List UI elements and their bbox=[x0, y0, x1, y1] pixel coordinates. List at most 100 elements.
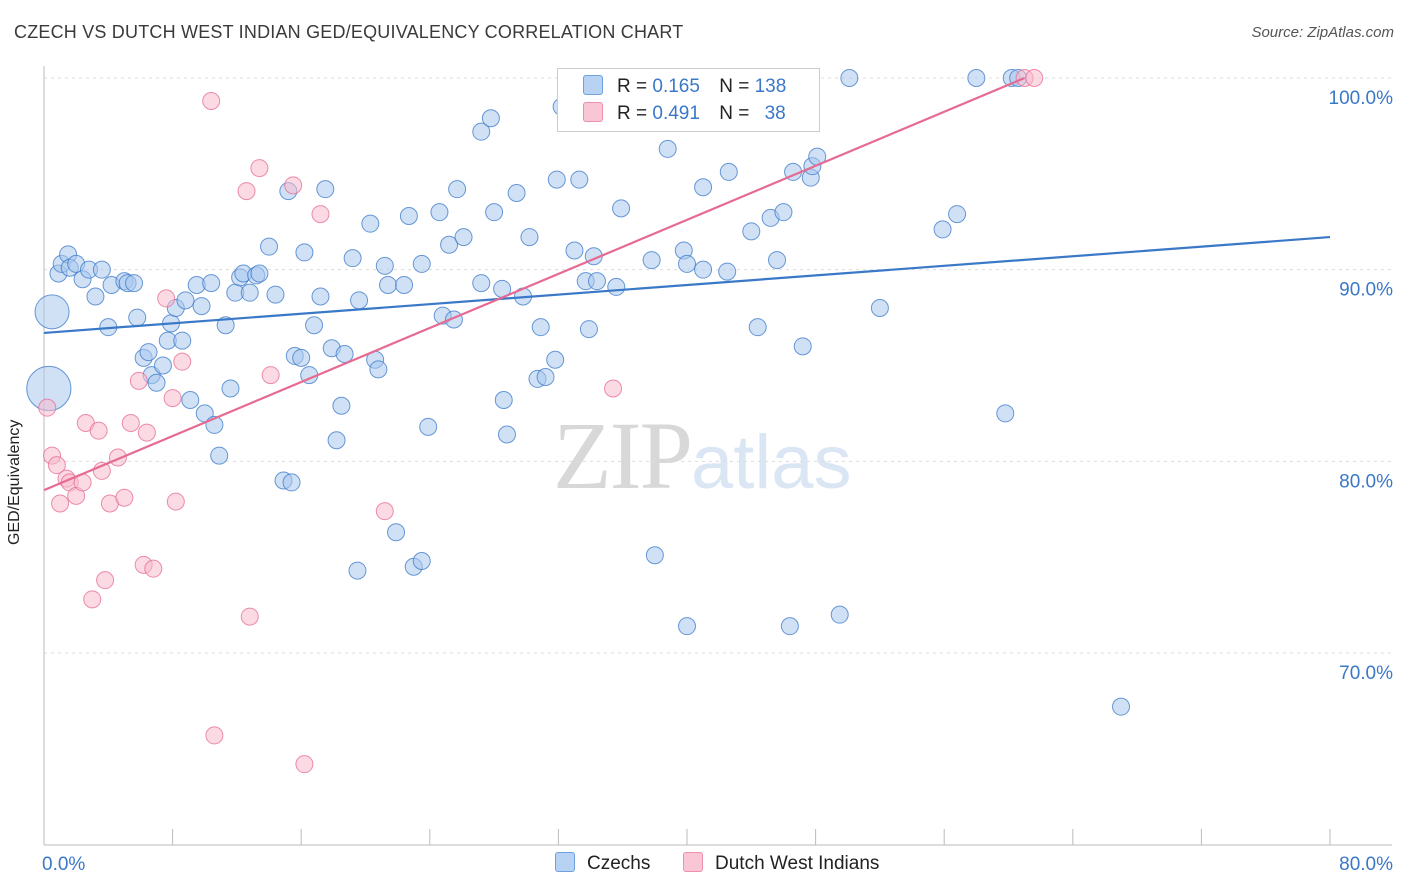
data-point bbox=[642, 251, 661, 270]
watermark-zip: ZIP bbox=[553, 402, 693, 509]
data-point bbox=[440, 235, 459, 254]
data-point bbox=[604, 379, 623, 398]
data-point bbox=[748, 318, 767, 337]
czechs-legend-swatch-icon bbox=[555, 852, 575, 872]
data-point bbox=[768, 251, 787, 270]
data-point bbox=[996, 404, 1015, 423]
data-point bbox=[96, 571, 115, 590]
data-point bbox=[115, 488, 134, 507]
data-point bbox=[412, 552, 431, 570]
data-point bbox=[350, 291, 369, 310]
data-point bbox=[221, 379, 240, 398]
data-point bbox=[387, 523, 406, 542]
data-point bbox=[295, 755, 314, 774]
n-label: N = bbox=[719, 103, 750, 124]
gridlines bbox=[44, 77, 1392, 654]
trend-line bbox=[43, 235, 1331, 335]
data-point bbox=[86, 287, 105, 306]
data-point bbox=[173, 352, 192, 371]
legend-item-dutch-west-indians[interactable]: Dutch West Indians bbox=[683, 852, 879, 876]
legend-item-czechs[interactable]: Czechs bbox=[555, 852, 650, 876]
data-point bbox=[348, 561, 367, 580]
data-point bbox=[612, 199, 631, 218]
data-point bbox=[121, 414, 140, 432]
data-point bbox=[240, 283, 259, 302]
data-point bbox=[210, 446, 229, 465]
data-point bbox=[645, 546, 664, 565]
stats-row-dutch-west-indians: R = 0.491 N = 38 bbox=[583, 102, 786, 126]
data-point bbox=[83, 590, 102, 609]
data-point bbox=[547, 170, 566, 189]
dutch-west-indians-swatch-icon bbox=[583, 102, 603, 122]
data-point bbox=[531, 318, 550, 337]
data-point bbox=[497, 425, 516, 444]
r-value: 0.491 bbox=[652, 103, 700, 124]
data-point bbox=[137, 423, 156, 442]
data-point bbox=[830, 605, 849, 624]
data-point bbox=[343, 249, 362, 268]
data-point bbox=[311, 205, 330, 224]
data-point bbox=[587, 272, 606, 291]
stats-row-czechs: R = 0.165 N = 138 bbox=[583, 75, 786, 99]
czechs-swatch-icon bbox=[583, 75, 603, 95]
data-point bbox=[718, 262, 737, 281]
y-tick-label: 90.0% bbox=[1339, 280, 1393, 301]
data-point bbox=[144, 559, 163, 578]
dutch-west-indians-legend-swatch-icon bbox=[683, 852, 703, 872]
data-point bbox=[282, 473, 301, 492]
data-point bbox=[327, 431, 346, 450]
data-point bbox=[607, 277, 626, 296]
data-point bbox=[1025, 69, 1044, 87]
data-point bbox=[454, 228, 473, 247]
data-point bbox=[260, 237, 279, 256]
y-tick-label: 70.0% bbox=[1339, 663, 1393, 684]
data-point bbox=[481, 109, 500, 128]
data-point bbox=[507, 184, 526, 202]
data-point bbox=[205, 726, 224, 745]
data-point bbox=[250, 159, 269, 178]
data-point bbox=[472, 274, 491, 293]
y-axis-title: GED/Equivalency bbox=[6, 419, 23, 545]
source-label: Source: ZipAtlas.com bbox=[1251, 24, 1394, 41]
data-point bbox=[332, 396, 351, 415]
data-point bbox=[47, 456, 66, 475]
trend-line bbox=[43, 76, 1026, 492]
data-point bbox=[472, 122, 491, 141]
tick-labels: 70.0% 80.0% 90.0% 100.0% 0.0% 80.0% bbox=[42, 88, 1393, 875]
trend-lines bbox=[43, 76, 1331, 492]
n-value: 38 bbox=[764, 103, 786, 124]
data-point bbox=[494, 391, 513, 409]
data-point bbox=[89, 421, 108, 440]
n-value: 138 bbox=[754, 76, 787, 97]
data-point bbox=[163, 389, 182, 408]
series-czechs bbox=[26, 69, 1131, 716]
data-point bbox=[399, 207, 418, 225]
data-point bbox=[295, 243, 314, 262]
y-tick-label: 80.0% bbox=[1339, 471, 1393, 492]
data-point bbox=[38, 398, 57, 417]
data-point bbox=[266, 285, 285, 304]
data-point bbox=[125, 274, 144, 293]
data-point bbox=[430, 203, 449, 222]
data-point bbox=[153, 356, 172, 375]
x-tick-label: 80.0% bbox=[1339, 854, 1393, 875]
data-point bbox=[128, 308, 147, 327]
data-point bbox=[840, 69, 859, 87]
r-label: R = bbox=[617, 103, 648, 124]
data-point bbox=[579, 320, 598, 339]
data-point bbox=[250, 264, 269, 283]
data-point bbox=[157, 289, 176, 308]
data-point bbox=[166, 492, 185, 511]
data-point bbox=[284, 176, 303, 195]
data-point bbox=[375, 502, 394, 521]
data-point bbox=[316, 180, 335, 199]
data-point bbox=[448, 180, 467, 199]
data-point bbox=[412, 254, 431, 273]
data-point bbox=[658, 139, 677, 158]
data-point bbox=[139, 343, 158, 362]
data-point bbox=[774, 203, 793, 222]
data-point bbox=[694, 178, 713, 197]
stats-box: R = 0.165 N = 138 R = 0.491 N = 38 bbox=[557, 68, 820, 132]
data-point bbox=[742, 222, 761, 241]
data-point bbox=[34, 294, 70, 330]
